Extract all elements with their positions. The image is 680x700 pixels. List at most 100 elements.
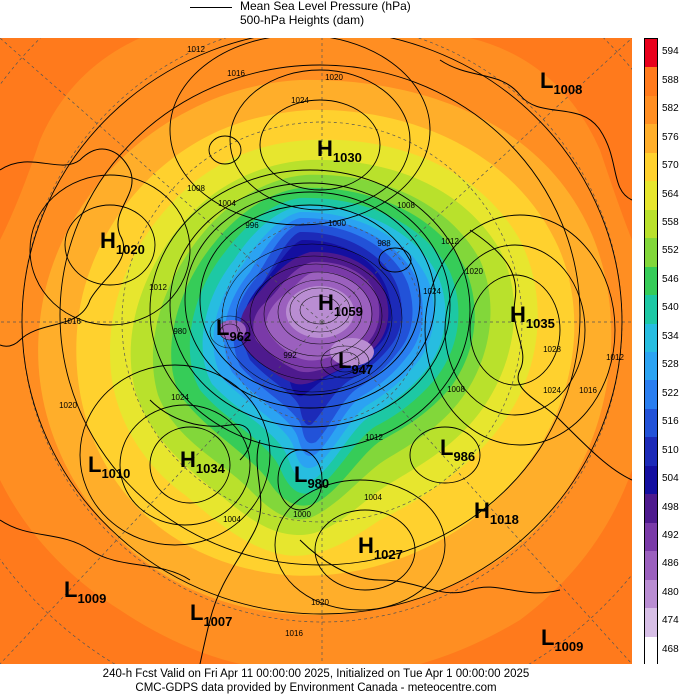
isobar-value: 1012 <box>606 353 624 362</box>
high-pressure-center: H1035 <box>510 302 555 331</box>
colorbar-label: 474 <box>662 615 679 627</box>
colorbar <box>644 38 658 666</box>
colorbar-segment <box>645 238 657 268</box>
colorbar-segment <box>645 408 657 438</box>
isobar-value: 1004 <box>364 493 382 502</box>
vortex-isobars <box>209 243 403 393</box>
colorbar-segment <box>645 380 657 410</box>
high-pressure-center: H1027 <box>358 533 403 562</box>
isobar-value: 1024 <box>423 287 441 296</box>
low-pressure-center: L986 <box>440 435 475 464</box>
colorbar-segment <box>645 39 657 68</box>
isobar-labels: 1012 1016 1020 1024 1008 1004 996 1000 1008 1012 1… <box>59 45 624 638</box>
footer: 240-h Fcst Valid on Fri Apr 11 00:00:00 … <box>0 667 632 695</box>
footer-credit: CMC-GDPS data provided by Environment Ca… <box>135 682 497 694</box>
isobar-value: 1000 <box>328 219 346 228</box>
colorbar-segment <box>645 437 657 467</box>
colorbar-label: 468 <box>662 643 679 655</box>
legend-fill-label: 500-hPa Heights (dam) <box>240 13 365 27</box>
height-field-480b <box>330 338 374 366</box>
colorbar-label: 492 <box>662 529 679 541</box>
map-canvas: 1012 1016 1020 1024 1008 1004 996 1000 1008 1012 1… <box>0 38 632 664</box>
colorbar-label: 504 <box>662 473 679 485</box>
colorbar-label: 480 <box>662 586 679 598</box>
colorbar-segment <box>645 608 657 638</box>
colorbar-segment <box>645 522 657 552</box>
colorbar-label: 486 <box>662 558 679 570</box>
high-pressure-center: H1020 <box>100 228 145 257</box>
high-pressure-center: H1059 <box>318 290 363 319</box>
colorbar-label: 510 <box>662 444 679 456</box>
isobar-value: 992 <box>283 351 297 360</box>
low-pressure-center: L980 <box>294 462 329 491</box>
isobars <box>21 38 623 615</box>
low-pressure-center: L1008 <box>540 68 582 97</box>
low-pressure-center: L1010 <box>88 452 130 481</box>
colorbar-segment <box>645 95 657 125</box>
colorbar-segment <box>645 323 657 353</box>
isobar-value: 1008 <box>187 184 205 193</box>
colorbar-label: 516 <box>662 416 679 428</box>
isobar-value: 1004 <box>218 199 236 208</box>
high-pressure-center: H1034 <box>180 447 226 476</box>
isobar-value: 1020 <box>59 401 77 410</box>
isobar-value: 996 <box>245 221 259 230</box>
isobar-value: 1028 <box>543 345 561 354</box>
isobar-value: 1012 <box>365 433 383 442</box>
isobar-value: 1020 <box>325 73 343 82</box>
colorbar-label: 540 <box>662 302 679 314</box>
colorbar-label: 564 <box>662 188 679 200</box>
isobar-value: 1004 <box>223 515 241 524</box>
isobar-value: 1020 <box>465 267 483 276</box>
legend: Mean Sea Level Pressure (hPa) 500-hPa He… <box>190 0 510 30</box>
colorbar-label: 534 <box>662 330 679 342</box>
colorbar-segment <box>645 494 657 524</box>
colorbar-segment <box>645 124 657 154</box>
colorbar-label: 522 <box>662 387 679 399</box>
colorbar-label: 594 <box>662 46 679 58</box>
isobar-value: 1016 <box>285 629 303 638</box>
low-pressure-center: L1009 <box>64 577 106 606</box>
colorbar-segment <box>645 67 657 97</box>
isobar-value: 1012 <box>187 45 205 54</box>
colorbar-label: 528 <box>662 359 679 371</box>
pressure-systems: L1008 H1030 H1020 H1035 H1059 L962 L947 L986 H10… <box>64 68 583 654</box>
isobar-value: 1016 <box>63 317 81 326</box>
colorbar-segment <box>645 295 657 325</box>
low-pressure-center: L947 <box>338 348 373 377</box>
colorbar-segment <box>645 579 657 609</box>
height-field-480 <box>286 286 354 338</box>
height-field-corner-nw <box>0 38 140 240</box>
colorbar-labels: 594 588 582 576 570 564 558 552 546 540 534 528 522 5… <box>662 38 680 664</box>
colorbar-segment <box>645 152 657 182</box>
footer-forecast-info: 240-h Fcst Valid on Fri Apr 11 00:00:00 … <box>102 668 530 680</box>
height-field-corner-sw <box>0 480 240 664</box>
colorbar-segment <box>645 181 657 211</box>
colorbar-segment <box>645 266 657 296</box>
height-field-corner-ne <box>470 38 632 240</box>
isobar-value: 1008 <box>447 385 465 394</box>
legend-line-label: Mean Sea Level Pressure (hPa) <box>240 0 411 13</box>
isobar-value: 1012 <box>441 237 459 246</box>
isobar-value: 1024 <box>543 386 561 395</box>
colorbar-label: 546 <box>662 273 679 285</box>
isobar-value: 1012 <box>149 283 167 292</box>
colorbar-label: 570 <box>662 160 679 172</box>
low-pressure-center: L1007 <box>190 600 232 629</box>
isobar-value: 988 <box>377 239 391 248</box>
isobar-value: 1016 <box>227 69 245 78</box>
isobar-value: 1024 <box>291 96 309 105</box>
colorbar-label: 552 <box>662 245 679 257</box>
colorbar-label: 498 <box>662 501 679 513</box>
high-pressure-center: H1030 <box>317 136 362 165</box>
weather-map: 1012 1016 1020 1024 1008 1004 996 1000 1008 1012 1… <box>0 38 632 664</box>
colorbar-segment <box>645 352 657 381</box>
colorbar-label: 588 <box>662 74 679 86</box>
isobar-value: 1020 <box>311 598 329 607</box>
low-pressure-center: L1009 <box>541 625 583 654</box>
colorbar-segment <box>645 209 657 239</box>
colorbar-label: 576 <box>662 131 679 143</box>
colorbar-segment <box>645 465 657 495</box>
isobar-value: 1024 <box>171 393 189 402</box>
isobar-value: 980 <box>173 327 187 336</box>
